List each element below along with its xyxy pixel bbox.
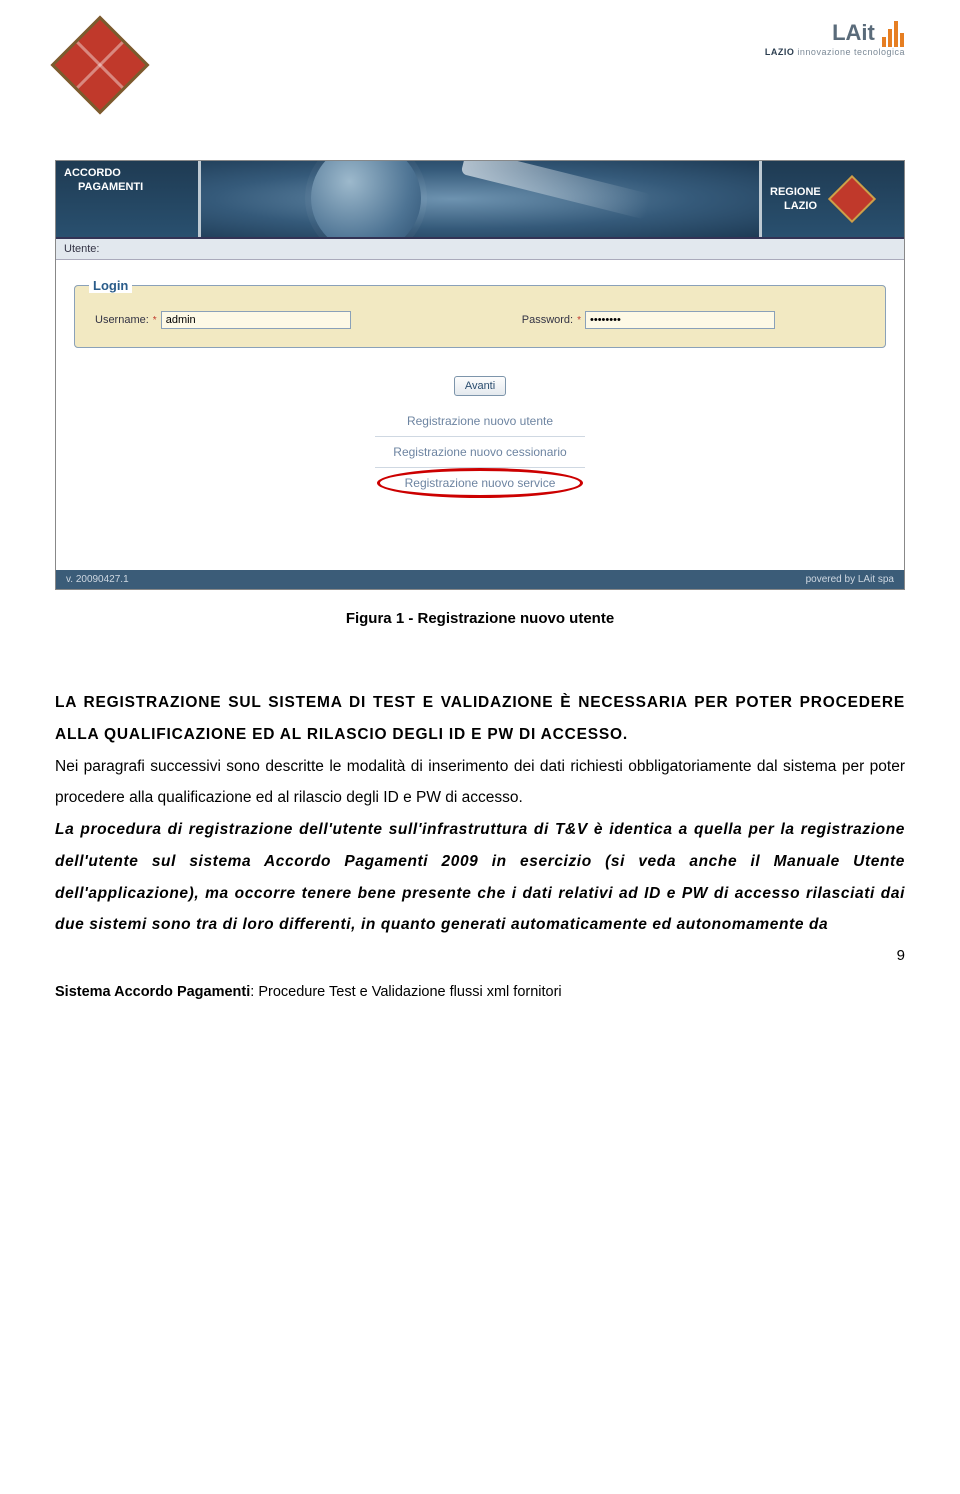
app-screenshot: ACCORDO PAGAMENTI REGIONE LAZIO Utente: … [55,160,905,590]
banner-left-line1: ACCORDO [64,167,121,179]
button-row: Avanti [74,376,886,396]
footer-strong: Sistema Accordo Pagamenti [55,984,250,1000]
figure-caption: Figura 1 - Registrazione nuovo utente [55,610,905,627]
banner-crest-icon [828,175,876,223]
password-label: Password: [522,314,573,326]
username-input[interactable] [161,311,351,329]
avanti-button[interactable]: Avanti [454,376,506,396]
banner-graphic [201,161,759,237]
link-nuovo-cessionario[interactable]: Registrazione nuovo cessionario [393,445,566,459]
paragraph-3: La procedura di registrazione dell'utent… [55,814,905,941]
utente-label: Utente: [64,243,99,255]
utente-bar: Utente: [56,239,904,260]
app-version: v. 20090427.1 [66,574,129,585]
app-body: Login Username: * Password: * Avanti [56,260,904,570]
link-nuovo-utente[interactable]: Registrazione nuovo utente [407,414,553,428]
lait-sub-rest: innovazione tecnologica [797,47,905,57]
banner-right-line1: REGIONE [770,186,821,198]
lait-bars-icon [881,21,905,47]
link-separator [375,436,585,437]
page-number: 9 [55,947,905,964]
app-powered-by: povered by LAit spa [806,574,894,585]
footer-rest: : Procedure Test e Validazione flussi xm… [250,984,561,1000]
login-legend: Login [89,278,132,293]
password-field-pair: Password: * [522,311,775,329]
app-footer: v. 20090427.1 povered by LAit spa [56,570,904,589]
login-row: Username: * Password: * [95,311,865,329]
username-field-pair: Username: * [95,311,351,329]
login-fieldset: Login Username: * Password: * [74,278,886,348]
lait-sub-strong: LAZIO [765,47,795,57]
link-nuovo-service[interactable]: Registrazione nuovo service [405,476,556,490]
lait-logo: LAit LAZIO innovazione tecnologica [765,20,905,57]
link-separator [375,467,585,468]
username-label: Username: [95,314,149,326]
app-banner: ACCORDO PAGAMENTI REGIONE LAZIO [56,161,904,239]
page-footer-line: Sistema Accordo Pagamenti: Procedure Tes… [55,984,905,1000]
paragraph-1: LA REGISTRAZIONE SUL SISTEMA DI TEST E V… [55,687,905,751]
password-required: * [577,315,581,326]
registration-links: Registrazione nuovo utente Registrazione… [74,410,886,494]
lait-brand-text: LAit [832,20,875,45]
paragraph-2: Nei paragrafi successivi sono descritte … [55,751,905,815]
document-body: LA REGISTRAZIONE SUL SISTEMA DI TEST E V… [55,687,905,941]
username-required: * [153,315,157,326]
banner-right: REGIONE LAZIO [759,161,904,237]
banner-left-line2: PAGAMENTI [64,181,190,193]
banner-left: ACCORDO PAGAMENTI [56,161,201,237]
page-header: LAit LAZIO innovazione tecnologica [55,20,905,100]
regione-crest-icon [51,16,150,115]
banner-right-line2: LAZIO [770,200,821,212]
highlighted-link-wrap: Registrazione nuovo service [405,472,556,494]
password-input[interactable] [585,311,775,329]
